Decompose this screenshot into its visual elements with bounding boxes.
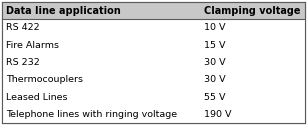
Text: RS 422: RS 422 bbox=[6, 23, 40, 32]
Text: Thermocouplers: Thermocouplers bbox=[6, 75, 83, 84]
Text: Fire Alarms: Fire Alarms bbox=[6, 40, 59, 50]
Bar bbox=[2, 54, 305, 71]
Text: 10 V: 10 V bbox=[204, 23, 226, 32]
Text: 15 V: 15 V bbox=[204, 40, 226, 50]
Text: 190 V: 190 V bbox=[204, 110, 232, 119]
Text: Clamping voltage: Clamping voltage bbox=[204, 6, 301, 16]
Bar bbox=[2, 71, 305, 88]
Bar bbox=[2, 106, 305, 123]
Bar bbox=[2, 19, 305, 36]
Text: Telephone lines with ringing voltage: Telephone lines with ringing voltage bbox=[6, 110, 177, 119]
Text: 30 V: 30 V bbox=[204, 58, 226, 67]
Bar bbox=[2, 2, 305, 19]
Text: Data line application: Data line application bbox=[6, 6, 121, 16]
Text: 30 V: 30 V bbox=[204, 75, 226, 84]
Text: 55 V: 55 V bbox=[204, 92, 226, 102]
Text: RS 232: RS 232 bbox=[6, 58, 40, 67]
Text: Leased Lines: Leased Lines bbox=[6, 92, 68, 102]
Bar bbox=[2, 36, 305, 54]
Bar bbox=[2, 88, 305, 106]
